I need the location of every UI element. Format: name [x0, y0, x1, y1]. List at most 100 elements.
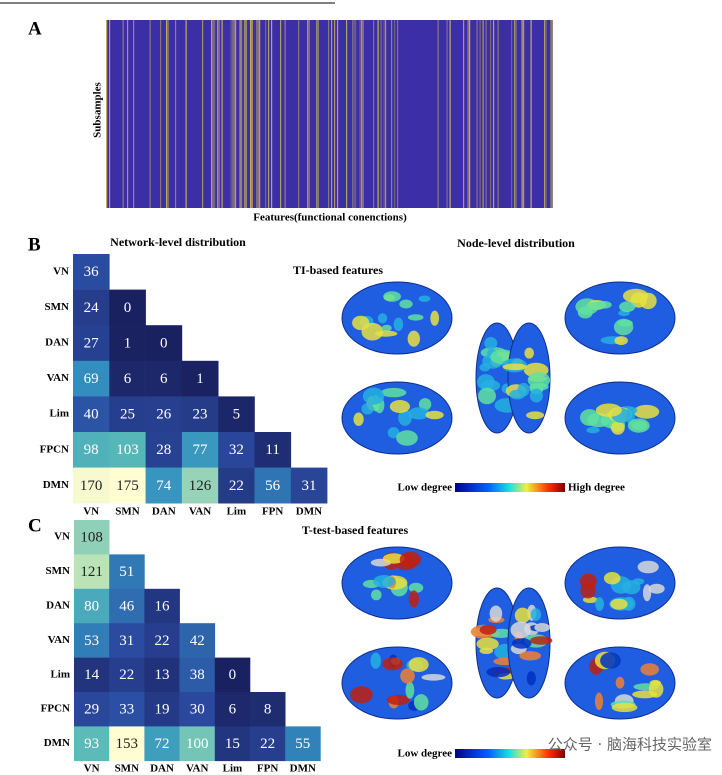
- col-label: DAN: [150, 763, 174, 775]
- stripe: [362, 20, 364, 208]
- stripe: [259, 20, 261, 208]
- brain-region: [524, 347, 534, 359]
- cell-value: 22: [229, 478, 244, 494]
- brain-region: [407, 314, 424, 321]
- heatmap-cell: [181, 432, 219, 468]
- cell-value: 42: [190, 633, 205, 649]
- heatmap-cell: [109, 360, 146, 397]
- cell-value: 170: [80, 478, 103, 494]
- stripe: [383, 20, 385, 208]
- stripe: [202, 20, 204, 208]
- row-label: VN: [54, 531, 70, 543]
- cell-value: 38: [190, 667, 205, 683]
- stripe: [385, 20, 387, 208]
- cell-value: 77: [193, 442, 209, 458]
- heatmap-cell: [74, 692, 110, 727]
- cell-value: 126: [189, 478, 212, 494]
- brain-region: [514, 607, 531, 624]
- stripe: [239, 20, 241, 208]
- cell-value: 24: [84, 300, 100, 316]
- heatmap-cell: [144, 657, 180, 693]
- subsample-matrix: [106, 20, 553, 208]
- heatmap-cell: [181, 467, 219, 504]
- cell-value: 14: [84, 667, 100, 683]
- heatmap-cell: [109, 289, 146, 326]
- col-label: VAN: [189, 506, 211, 518]
- brain-region: [361, 322, 384, 341]
- cell-value: 32: [229, 442, 244, 458]
- brain-region: [529, 383, 549, 391]
- brain-region: [580, 582, 596, 599]
- row-label: VN: [53, 265, 69, 277]
- brain: [564, 646, 676, 720]
- brain-region: [648, 583, 665, 594]
- stripe: [268, 20, 270, 208]
- cell-value: 22: [119, 667, 134, 683]
- cell-value: 13: [155, 667, 170, 683]
- stripe: [280, 20, 282, 208]
- stripe: [530, 20, 532, 208]
- cell-value: 108: [80, 530, 103, 546]
- stripe: [256, 20, 258, 208]
- brain: [341, 381, 453, 455]
- brain-title: Node-level distribution: [457, 236, 575, 250]
- stripe: [493, 20, 495, 208]
- heatmap-cell: [74, 520, 110, 555]
- cell-value: 33: [119, 702, 134, 718]
- heatmap-cell: [145, 325, 183, 362]
- brain-region: [478, 387, 496, 405]
- cell-value: 15: [225, 736, 240, 752]
- heatmap-cell: [254, 467, 292, 504]
- brain-region: [430, 310, 440, 326]
- cell-value: 30: [190, 702, 205, 718]
- cell-value: 26: [156, 407, 172, 423]
- stripe: [251, 20, 253, 208]
- col-label: SMN: [115, 763, 140, 775]
- heatmap-cell: [109, 588, 145, 624]
- heatmap-cell: [250, 692, 286, 727]
- brain-region: [633, 404, 660, 419]
- stripe: [463, 20, 465, 208]
- stripe: [331, 20, 333, 208]
- heatmap-cell: [145, 467, 183, 504]
- brain-region: [486, 666, 511, 678]
- heatmap-cell: [73, 432, 110, 468]
- heatmap-cell: [109, 325, 146, 362]
- cell-value: 6: [160, 371, 168, 387]
- heatmap-title: Network-level distribution: [110, 235, 246, 249]
- cell-value: 1: [196, 371, 204, 387]
- stripe: [166, 20, 168, 208]
- row-label: DAN: [45, 337, 69, 349]
- stripe: [317, 20, 319, 208]
- heatmap-cell: [74, 588, 110, 624]
- stripe: [308, 20, 310, 208]
- brain-region: [382, 657, 403, 671]
- col-label: Lim: [227, 506, 247, 518]
- brain-region: [377, 313, 388, 324]
- brain-region: [361, 403, 374, 415]
- cell-value: 19: [155, 702, 170, 718]
- stripe: [106, 20, 108, 208]
- brain-region: [611, 421, 625, 435]
- stripe: [217, 20, 219, 208]
- stripe: [521, 20, 523, 208]
- heatmap-cell: [214, 726, 251, 762]
- stripe: [334, 20, 336, 208]
- stripe: [241, 20, 243, 208]
- brain: [341, 546, 453, 620]
- heatmap-cell: [144, 692, 180, 727]
- brain-region: [632, 690, 658, 699]
- brain-region: [632, 578, 645, 585]
- x-axis-label: Features(functional conenctions): [253, 212, 407, 224]
- stripe: [271, 20, 273, 208]
- cell-value: 6: [229, 702, 237, 718]
- brain-region: [393, 317, 404, 332]
- brain: [564, 281, 676, 355]
- col-label: SMN: [115, 506, 140, 518]
- brain-region: [611, 702, 638, 713]
- stripe: [244, 20, 246, 208]
- brain-region: [425, 410, 444, 420]
- stripe: [373, 20, 375, 208]
- brain-region: [600, 652, 621, 669]
- brain-region: [380, 387, 407, 398]
